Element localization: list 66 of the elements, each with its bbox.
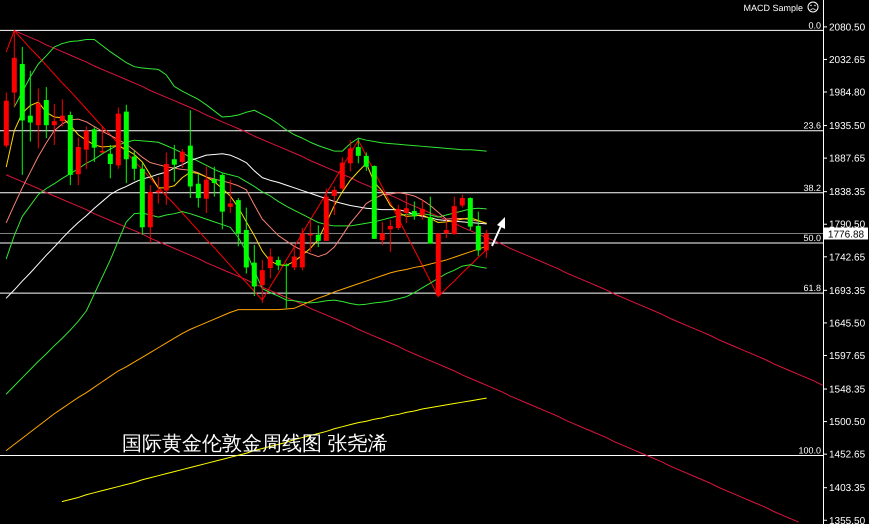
candlestick [84, 126, 89, 170]
line-series [6, 211, 487, 395]
y-tick-label: 1452.65 [829, 450, 866, 461]
y-tick-label: 2080.50 [829, 22, 866, 34]
line-series [6, 174, 799, 522]
candlestick [36, 88, 41, 149]
candlestick [132, 150, 137, 181]
y-tick-label: 1645.50 [829, 318, 866, 330]
annotation: 23.6 [803, 120, 821, 131]
candlestick [412, 200, 417, 220]
annotation: 100.0 [798, 446, 821, 456]
annotation: MACD Sample [743, 3, 803, 13]
candlestick [284, 262, 289, 309]
candlestick [308, 220, 313, 252]
candlestick [364, 152, 369, 172]
y-tick-label: 1355.50 [829, 516, 866, 524]
candlestick [404, 194, 409, 224]
annotation: 0.0 [808, 20, 821, 30]
candlestick [268, 248, 273, 279]
y-tick-label: 1838.35 [829, 187, 866, 198]
candlestick [172, 144, 177, 182]
annotation: 50.0 [803, 232, 821, 243]
candlestick [348, 140, 353, 172]
candlestick [356, 138, 361, 164]
candlestick [108, 144, 113, 179]
candlestick [252, 244, 257, 297]
candlestick [180, 148, 185, 169]
y-tick-label: 2032.65 [829, 54, 866, 66]
annotation: 61.8 [803, 283, 821, 294]
y-tick-label: 1984.80 [829, 88, 866, 99]
candlestick [204, 166, 209, 214]
candlestick [420, 200, 425, 220]
line-series [14, 38, 487, 152]
candlestick [380, 221, 385, 246]
candlestick [52, 104, 57, 146]
candlestick [28, 70, 33, 142]
annotation: 38.2 [803, 182, 821, 193]
y-tick-label: 1790.50 [829, 220, 866, 231]
line-series [62, 398, 487, 502]
y-tick-label: 1548.35 [829, 384, 866, 396]
line-series [6, 118, 487, 258]
candlestick [388, 219, 393, 252]
line-series [6, 140, 487, 260]
candlestick [316, 224, 321, 248]
y-tick-label: 1935.50 [829, 121, 866, 132]
candlestick [444, 219, 449, 239]
line-series [14, 30, 823, 386]
candlestick [396, 204, 401, 231]
candlestick [292, 246, 297, 271]
y-tick-label: 1500.50 [829, 417, 866, 428]
candlestick [276, 256, 281, 271]
candlestick [92, 126, 97, 162]
candlestick [60, 98, 65, 128]
ref-line-label: 1776.88 [828, 230, 865, 240]
y-tick-label: 1597.65 [829, 350, 866, 362]
y-tick-label: 1742.65 [829, 252, 866, 264]
candlestick [196, 173, 201, 208]
candlestick [228, 179, 233, 214]
candlestick [460, 194, 465, 208]
candlestick [100, 125, 105, 154]
y-tick-label: 1403.35 [829, 483, 866, 494]
candlestick [212, 166, 217, 198]
candlestick [332, 186, 337, 216]
candlestick [156, 176, 161, 204]
y-tick-label: 1693.35 [829, 286, 866, 297]
y-tick-label: 1887.65 [829, 154, 866, 165]
